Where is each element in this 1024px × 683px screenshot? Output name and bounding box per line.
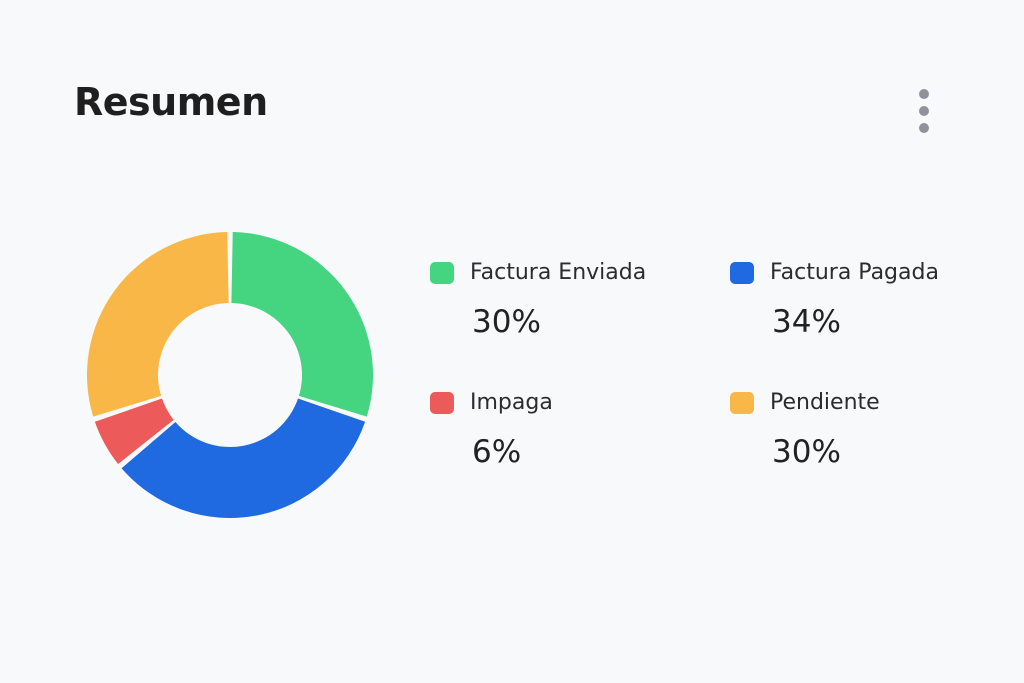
- legend-swatch: [430, 392, 454, 414]
- donut-slice-factura-enviada: [231, 232, 373, 417]
- more-vertical-icon-dot: [919, 123, 929, 133]
- legend-item-factura-pagada: Factura Pagada 34%: [730, 258, 990, 368]
- legend-label: Impaga: [470, 390, 553, 415]
- legend-swatch: [730, 392, 754, 414]
- donut-slice-impaga: [94, 398, 174, 465]
- legend-swatch: [730, 262, 754, 284]
- card-title: Resumen: [74, 80, 268, 124]
- donut-chart: [87, 232, 373, 518]
- legend-value: 30%: [772, 434, 841, 470]
- more-vertical-icon: [919, 89, 929, 99]
- legend-item-impaga: Impaga 6%: [430, 388, 690, 498]
- legend-label: Pendiente: [770, 390, 880, 415]
- legend-label: Factura Enviada: [470, 260, 647, 285]
- legend-value: 30%: [472, 304, 541, 340]
- legend-value: 6%: [472, 434, 522, 470]
- donut-slice-pendiente: [87, 232, 229, 417]
- more-options-button[interactable]: [906, 84, 942, 138]
- legend-label: Factura Pagada: [770, 260, 939, 285]
- legend-item-factura-enviada: Factura Enviada 30%: [430, 258, 690, 368]
- more-vertical-icon-dot: [919, 106, 929, 116]
- legend-swatch: [430, 262, 454, 284]
- donut-slice-factura-pagada: [121, 398, 366, 518]
- legend-value: 34%: [772, 304, 841, 340]
- legend-item-pendiente: Pendiente 30%: [730, 388, 990, 498]
